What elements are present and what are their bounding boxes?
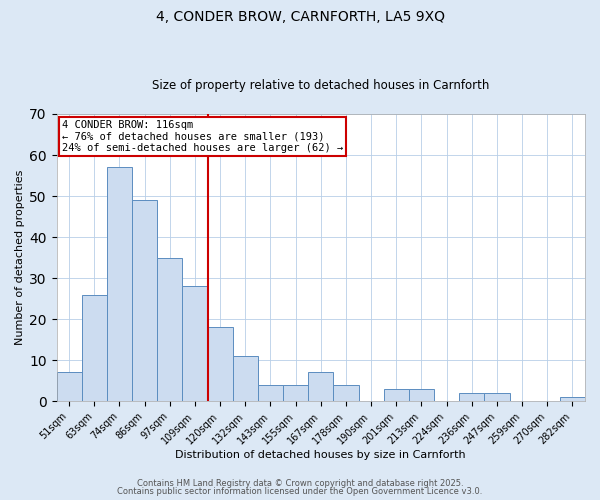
Bar (258, 385, 283, 401)
Bar (308, 372, 334, 401)
Bar (157, 258, 182, 401)
Bar (409, 389, 434, 401)
Bar (208, 328, 233, 401)
Bar (82, 294, 107, 401)
Bar (383, 389, 409, 401)
Y-axis label: Number of detached properties: Number of detached properties (15, 170, 25, 346)
Bar (56, 372, 82, 401)
Text: Contains HM Land Registry data © Crown copyright and database right 2025.: Contains HM Land Registry data © Crown c… (137, 478, 463, 488)
Bar (459, 393, 484, 401)
Bar (132, 200, 157, 401)
Bar (560, 397, 585, 401)
Title: Size of property relative to detached houses in Carnforth: Size of property relative to detached ho… (152, 79, 490, 92)
Text: 4 CONDER BROW: 116sqm
← 76% of detached houses are smaller (193)
24% of semi-det: 4 CONDER BROW: 116sqm ← 76% of detached … (62, 120, 343, 153)
Text: 4, CONDER BROW, CARNFORTH, LA5 9XQ: 4, CONDER BROW, CARNFORTH, LA5 9XQ (155, 10, 445, 24)
Bar (107, 168, 132, 401)
Bar (484, 393, 509, 401)
Bar (233, 356, 258, 401)
X-axis label: Distribution of detached houses by size in Carnforth: Distribution of detached houses by size … (175, 450, 466, 460)
Bar (283, 385, 308, 401)
Bar (334, 385, 359, 401)
Bar (182, 286, 208, 401)
Text: Contains public sector information licensed under the Open Government Licence v3: Contains public sector information licen… (118, 487, 482, 496)
